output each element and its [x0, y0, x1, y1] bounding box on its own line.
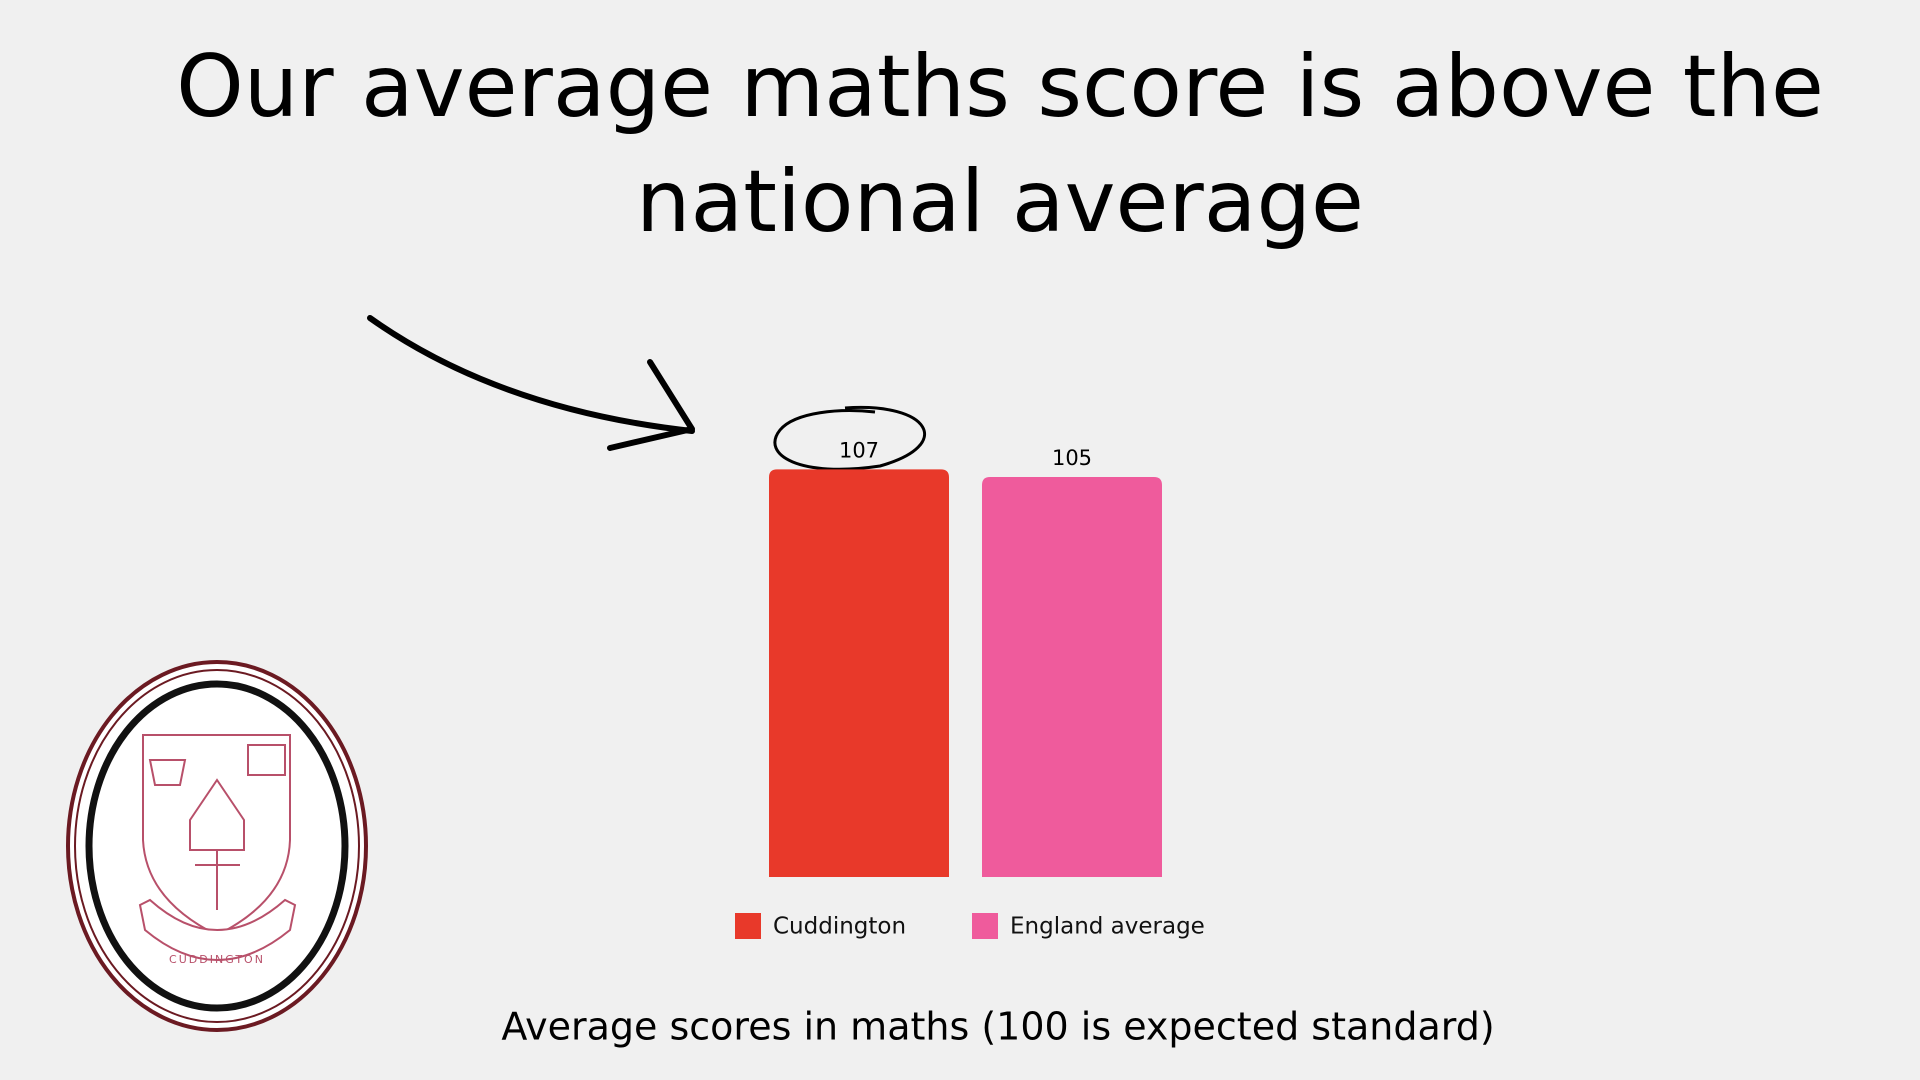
- slide-title: Our average maths score is above the nat…: [176, 37, 1824, 252]
- logo-ribbon: [138, 898, 297, 961]
- logo: CUDDINGTON: [66, 660, 368, 1032]
- legend-label: England average: [1010, 914, 1205, 940]
- logo-text: CUDDINGTON: [169, 953, 265, 966]
- legend-swatch: [735, 913, 761, 939]
- bar: [982, 477, 1162, 877]
- value-label: 105: [1052, 446, 1092, 470]
- logo-mitre: [189, 778, 245, 910]
- bar: [769, 469, 949, 877]
- arrow-head: [607, 359, 695, 451]
- logo-ring: [74, 669, 360, 1023]
- logo-emblems: [148, 744, 286, 786]
- arrow: [367, 315, 695, 434]
- value-label: 107: [839, 438, 879, 462]
- legend-label: Cuddington: [773, 914, 906, 940]
- circle-annotation: [773, 405, 927, 471]
- legend-swatch: [972, 913, 998, 939]
- x-axis-title: Average scores in maths (100 is expected…: [501, 1005, 1494, 1049]
